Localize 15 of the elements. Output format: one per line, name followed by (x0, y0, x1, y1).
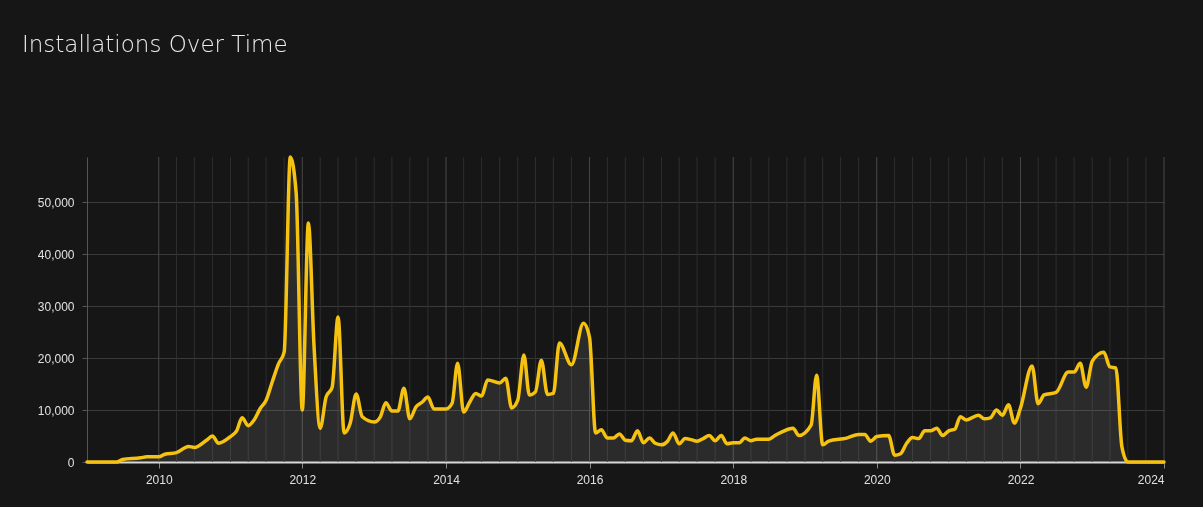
y-tick-label: 40,000 (37, 247, 75, 262)
x-tick-label: 2016 (576, 472, 604, 487)
y-tick-label: 0 (67, 455, 75, 470)
x-tick-label: 2024 (1137, 472, 1165, 487)
x-tick-label: 2018 (720, 472, 748, 487)
y-tick-label: 30,000 (37, 299, 75, 314)
x-tick-label: 2022 (1007, 472, 1035, 487)
y-tick-label: 10,000 (37, 403, 75, 418)
x-tick-label: 2012 (289, 472, 317, 487)
y-tick-label: 50,000 (37, 195, 75, 210)
y-tick-label: 20,000 (37, 351, 75, 366)
x-tick-label: 2014 (433, 472, 461, 487)
x-tick-label: 2010 (145, 472, 173, 487)
x-tick-label: 2020 (863, 472, 891, 487)
chart-title: Installations Over Time (22, 31, 288, 58)
